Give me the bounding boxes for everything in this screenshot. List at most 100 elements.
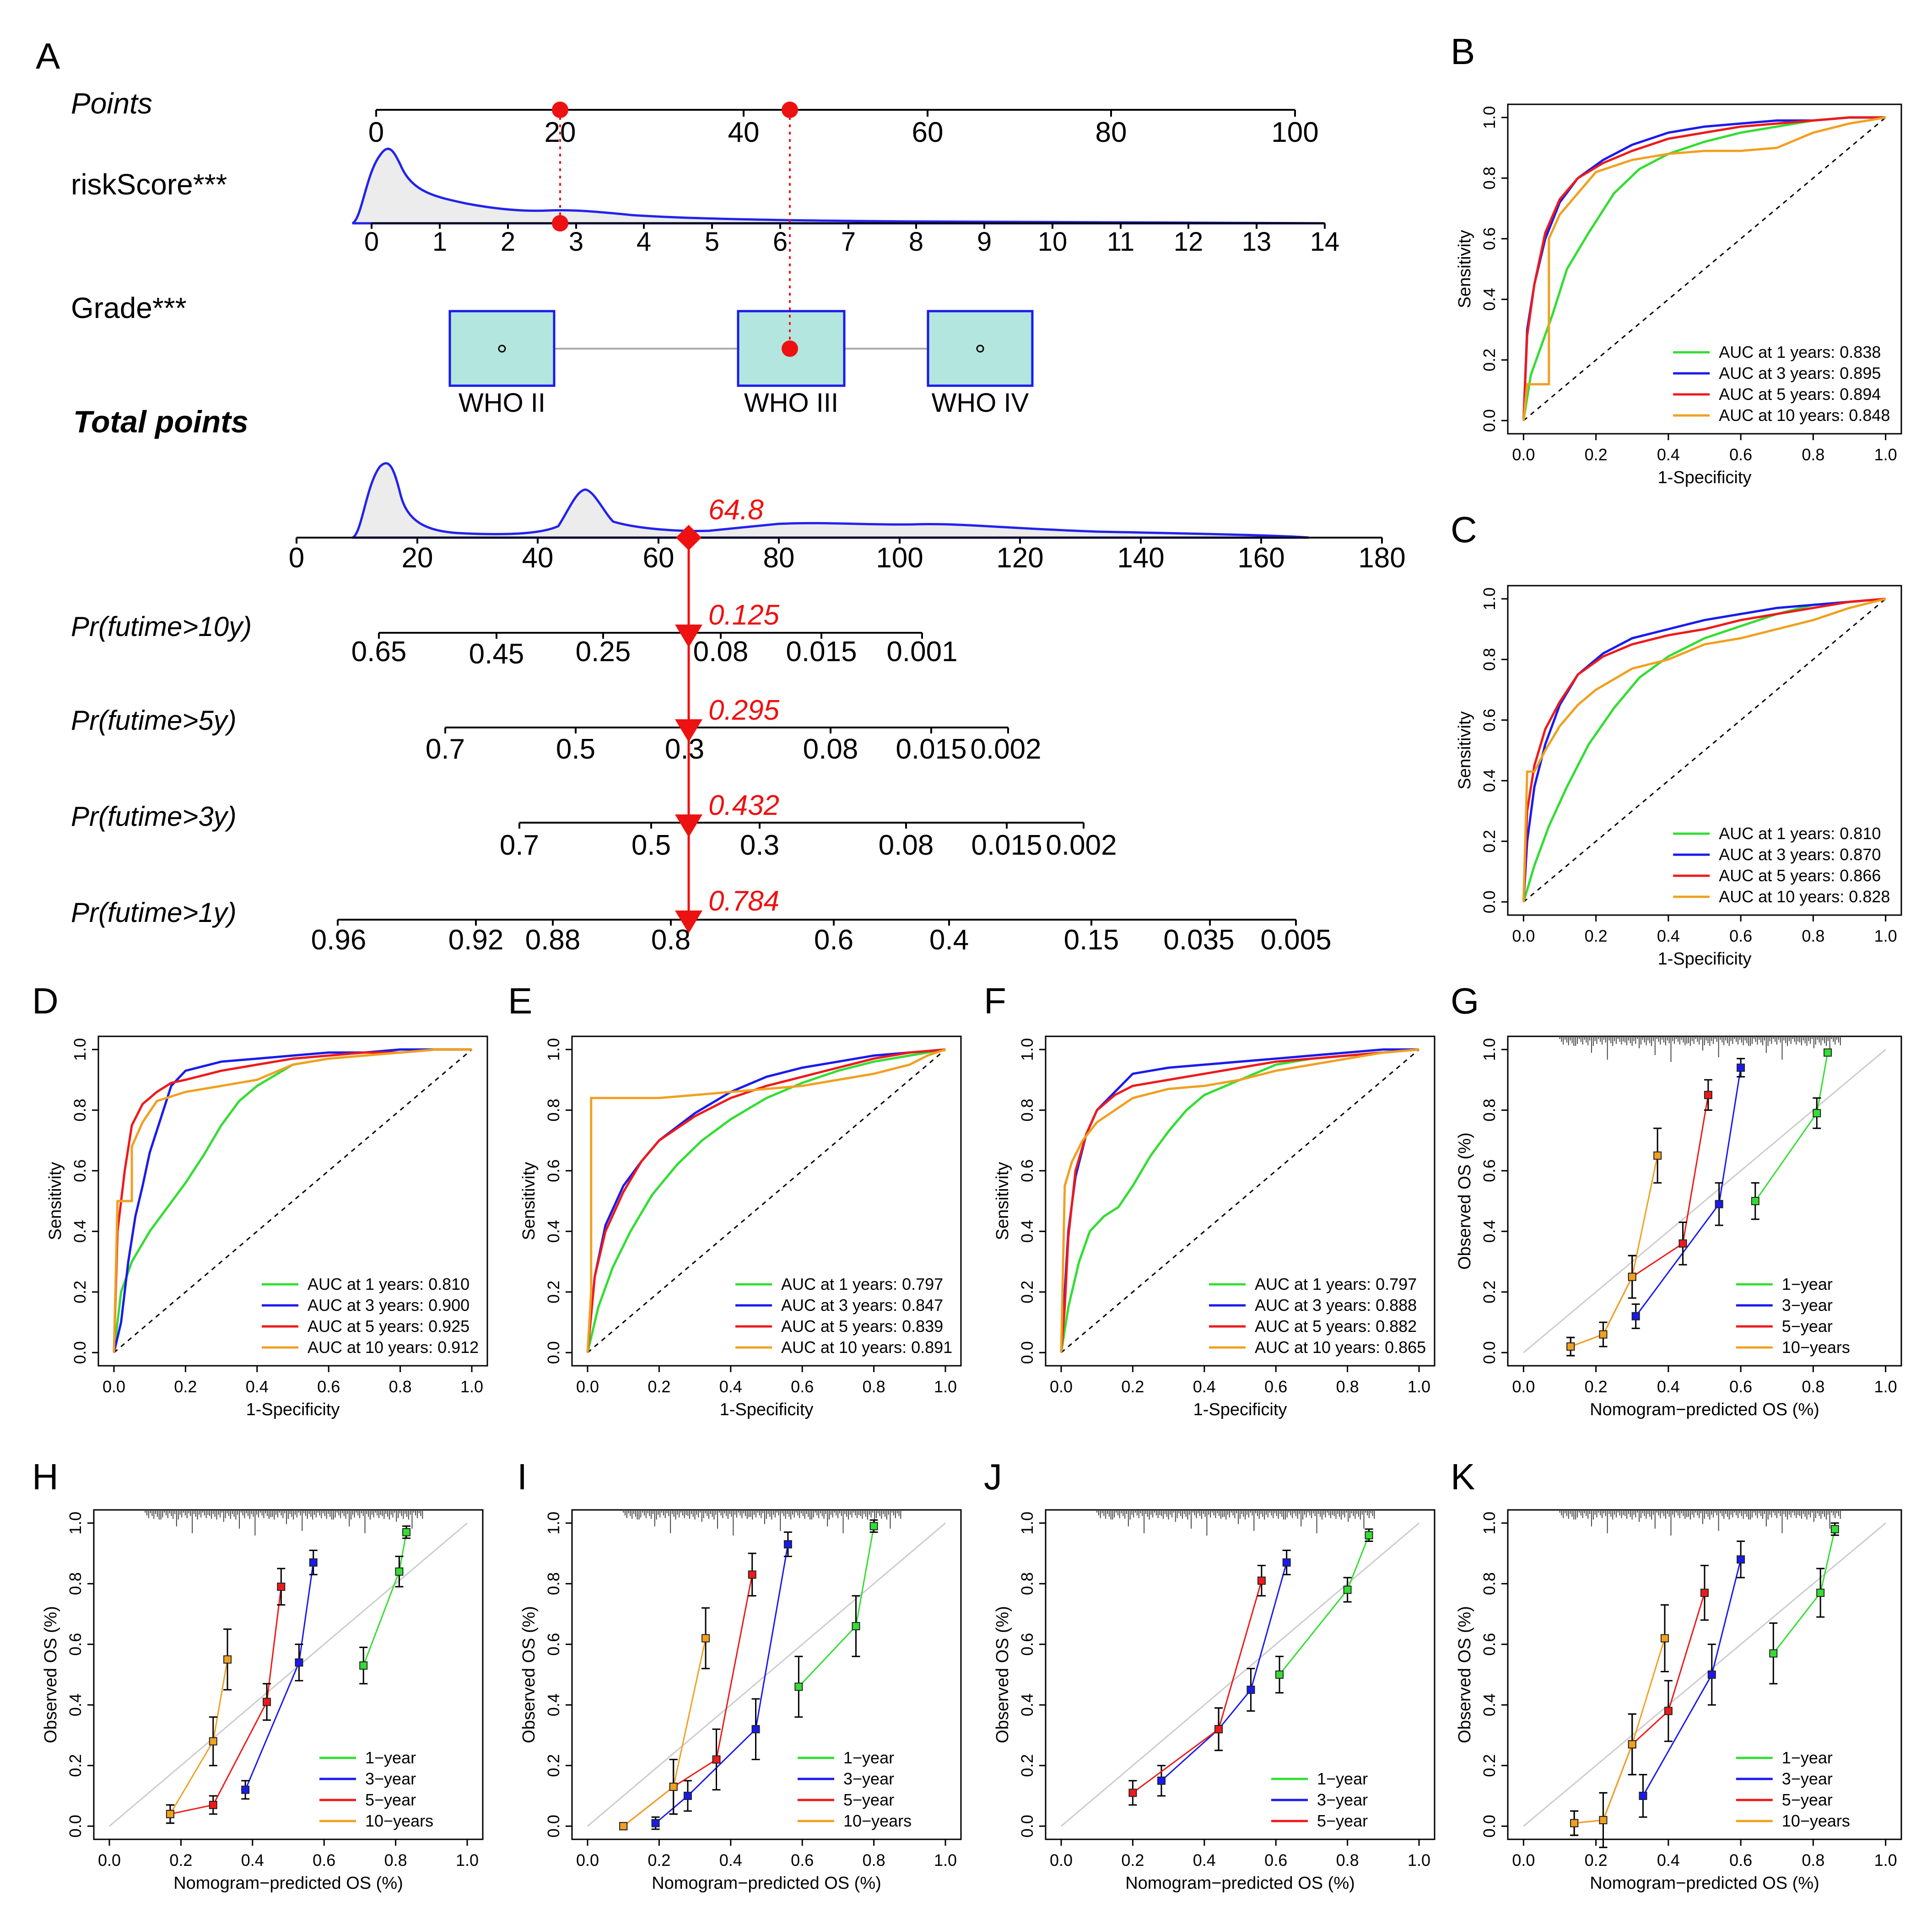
- x-tick-label: 0.0: [1050, 1377, 1073, 1396]
- legend-label: AUC at 10 years: 0.828: [1719, 887, 1890, 906]
- riskscore-tick-label: 1: [432, 227, 447, 257]
- calibration-point: [277, 1582, 286, 1591]
- series-line-auc-at-10-years-0-891: [586, 1048, 946, 1353]
- grade-marker: [782, 340, 798, 357]
- x-tick-label: 0.8: [1336, 1851, 1359, 1870]
- x-tick-label: 0.8: [863, 1851, 885, 1870]
- calibration-point: [1343, 1585, 1352, 1594]
- panel-letter-d: D: [32, 981, 59, 1021]
- x-tick-label: 0.6: [313, 1851, 335, 1870]
- y-tick-label: 0.2: [66, 1754, 85, 1777]
- x-tick-label: 0.2: [1121, 1377, 1144, 1396]
- x-tick-label: 0.2: [174, 1377, 197, 1396]
- total-tick-label: 40: [522, 542, 554, 574]
- grade-label-who-iv: WHO IV: [932, 388, 1029, 418]
- y-axis-title: Observed OS (%): [41, 1606, 60, 1743]
- x-tick-label: 0.8: [1802, 1851, 1824, 1870]
- series-line-10-years: [1570, 1155, 1658, 1347]
- legend-label: 10−years: [1782, 1811, 1850, 1830]
- riskscore-tick-label: 2: [501, 227, 515, 257]
- legend-label: 5−year: [843, 1790, 894, 1809]
- grade-dot: [976, 345, 984, 353]
- x-tick-label: 0.4: [1193, 1377, 1216, 1396]
- legend-label: 1−year: [1317, 1769, 1368, 1788]
- grade-box-who-ii: [448, 310, 556, 387]
- points-tick-label: 80: [1096, 117, 1127, 148]
- x-tick-label: 0.2: [169, 1851, 192, 1870]
- calibration-point: [209, 1737, 217, 1746]
- calibration-point: [1247, 1686, 1255, 1694]
- x-tick-label: 1.0: [1408, 1377, 1430, 1396]
- calibration-point: [1813, 1109, 1821, 1117]
- legend-label: 5−year: [1317, 1811, 1368, 1830]
- total-tick-label: 120: [996, 542, 1043, 574]
- panel-letter-e: E: [508, 981, 532, 1021]
- y-tick-label: 0.4: [1480, 1220, 1499, 1243]
- legend-label: AUC at 1 years: 0.797: [781, 1275, 943, 1293]
- chart-panel-d: 0.0 0.0 0.2 0.2 0.4 0.4 0.6 0.6 0.8 0.8 1.0 1.0 1-Sp…: [46, 1035, 488, 1419]
- series-line-auc-at-10-years-0-828: [1522, 598, 1886, 902]
- x-axis-title: Nomogram−predicted OS (%): [1125, 1874, 1355, 1893]
- y-tick-label: 0.2: [1018, 1281, 1036, 1304]
- panel-letter-j: J: [984, 1456, 1002, 1497]
- points-tick-label: 100: [1271, 117, 1318, 148]
- series-line-auc-at-5-years-0-839: [586, 1048, 946, 1353]
- y-tick-label: 0.2: [544, 1754, 563, 1777]
- ideal-line: [1061, 1522, 1419, 1827]
- riskscore-tick-label: 5: [705, 227, 719, 257]
- panel-letter-a: A: [36, 36, 60, 76]
- x-tick-label: 0.0: [1512, 445, 1535, 464]
- x-tick-label: 0.8: [384, 1851, 407, 1870]
- y-axis-title: Sensitivity: [1455, 711, 1474, 789]
- pr-1y-tick-label: 0.8: [651, 924, 691, 956]
- ideal-line: [109, 1522, 468, 1827]
- series-line-auc-at-10-years-0-865: [1060, 1048, 1419, 1353]
- x-tick-label: 0.2: [648, 1851, 670, 1870]
- y-tick-label: 1.0: [1018, 1038, 1036, 1061]
- x-tick-label: 0.4: [1657, 1851, 1680, 1870]
- x-axis-title: 1-Specificity: [1193, 1400, 1287, 1419]
- legend-label: 1−year: [1782, 1275, 1833, 1293]
- calibration-point: [1700, 1589, 1709, 1597]
- total-tick-label: 180: [1358, 542, 1405, 574]
- calibration-point: [1599, 1816, 1608, 1824]
- x-tick-label: 1.0: [1874, 927, 1897, 945]
- y-tick-label: 0.2: [70, 1281, 89, 1304]
- chart-panel-j: 0.0 0.0 0.2 0.2 0.4 0.4 0.6 0.6 0.8 0.8 1.0 1.0 Nomo…: [993, 1509, 1436, 1893]
- legend-label: 3−year: [1782, 1296, 1833, 1315]
- calibration-point: [1824, 1048, 1832, 1057]
- calibration-point: [166, 1810, 174, 1818]
- x-tick-label: 0.2: [648, 1377, 670, 1396]
- y-tick-label: 0.4: [544, 1693, 563, 1716]
- y-tick-label: 0.2: [1018, 1754, 1036, 1777]
- x-tick-label: 0.2: [1585, 1377, 1608, 1396]
- calibration-point: [1570, 1819, 1579, 1827]
- y-tick-label: 1.0: [544, 1038, 563, 1061]
- y-tick-label: 1.0: [66, 1512, 85, 1535]
- pr-10y-value: 0.125: [708, 599, 780, 631]
- chart-panel-h: 0.0 0.0 0.2 0.2 0.4 0.4 0.6 0.6 0.8 0.8 1.0 1.0 Nomo…: [41, 1509, 484, 1893]
- y-tick-label: 0.4: [1018, 1693, 1036, 1716]
- x-tick-label: 0.6: [1264, 1377, 1287, 1396]
- legend-label: 3−year: [1317, 1790, 1368, 1809]
- y-tick-label: 0.0: [1480, 890, 1499, 913]
- legend-label: AUC at 1 years: 0.838: [1719, 343, 1881, 361]
- plot-frame: [571, 1035, 962, 1367]
- pr-1y-value: 0.784: [708, 885, 779, 917]
- calibration-point: [669, 1783, 678, 1791]
- calibration-point: [295, 1658, 303, 1667]
- total-points-marker: [676, 525, 702, 550]
- series-line-3-year: [1160, 1562, 1288, 1781]
- series-line-10-years: [623, 1638, 707, 1827]
- row-label-points: Points: [71, 87, 152, 120]
- calibration-point: [1282, 1558, 1291, 1567]
- grade-box-who-iv: [927, 310, 1034, 387]
- y-axis-title: Observed OS (%): [1455, 1606, 1474, 1743]
- row-label-pr-10y: Pr(futime>10y): [71, 611, 252, 642]
- series-line-3-year: [1635, 1067, 1742, 1317]
- calibration-point: [1599, 1330, 1608, 1339]
- x-axis-title: Nomogram−predicted OS (%): [1590, 1874, 1819, 1893]
- y-tick-label: 0.4: [1480, 769, 1499, 792]
- x-tick-label: 0.0: [576, 1851, 599, 1870]
